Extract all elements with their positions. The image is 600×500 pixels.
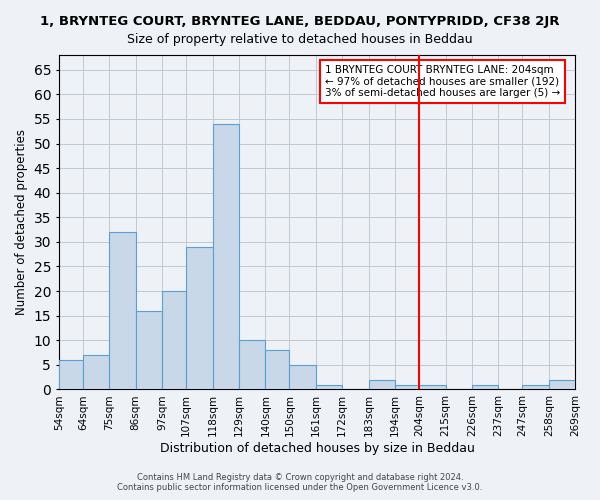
Bar bbox=[59, 360, 83, 390]
Bar bbox=[239, 340, 265, 390]
Bar bbox=[395, 384, 419, 390]
Bar bbox=[186, 247, 212, 390]
Bar bbox=[472, 384, 499, 390]
Bar bbox=[83, 355, 109, 390]
Text: 1 BRYNTEG COURT BRYNTEG LANE: 204sqm
← 97% of detached houses are smaller (192)
: 1 BRYNTEG COURT BRYNTEG LANE: 204sqm ← 9… bbox=[325, 65, 560, 98]
X-axis label: Distribution of detached houses by size in Beddau: Distribution of detached houses by size … bbox=[160, 442, 475, 455]
Bar bbox=[368, 380, 395, 390]
Bar bbox=[109, 232, 136, 390]
Bar bbox=[316, 384, 342, 390]
Y-axis label: Number of detached properties: Number of detached properties bbox=[15, 129, 28, 315]
Bar bbox=[289, 365, 316, 390]
Bar bbox=[523, 384, 549, 390]
Bar bbox=[162, 291, 186, 390]
Bar bbox=[419, 384, 446, 390]
Bar bbox=[549, 380, 575, 390]
Bar bbox=[265, 350, 289, 390]
Bar bbox=[136, 311, 162, 390]
Text: 1, BRYNTEG COURT, BRYNTEG LANE, BEDDAU, PONTYPRIDD, CF38 2JR: 1, BRYNTEG COURT, BRYNTEG LANE, BEDDAU, … bbox=[40, 15, 560, 28]
Bar bbox=[212, 124, 239, 390]
Text: Contains HM Land Registry data © Crown copyright and database right 2024.
Contai: Contains HM Land Registry data © Crown c… bbox=[118, 473, 482, 492]
Text: Size of property relative to detached houses in Beddau: Size of property relative to detached ho… bbox=[127, 32, 473, 46]
